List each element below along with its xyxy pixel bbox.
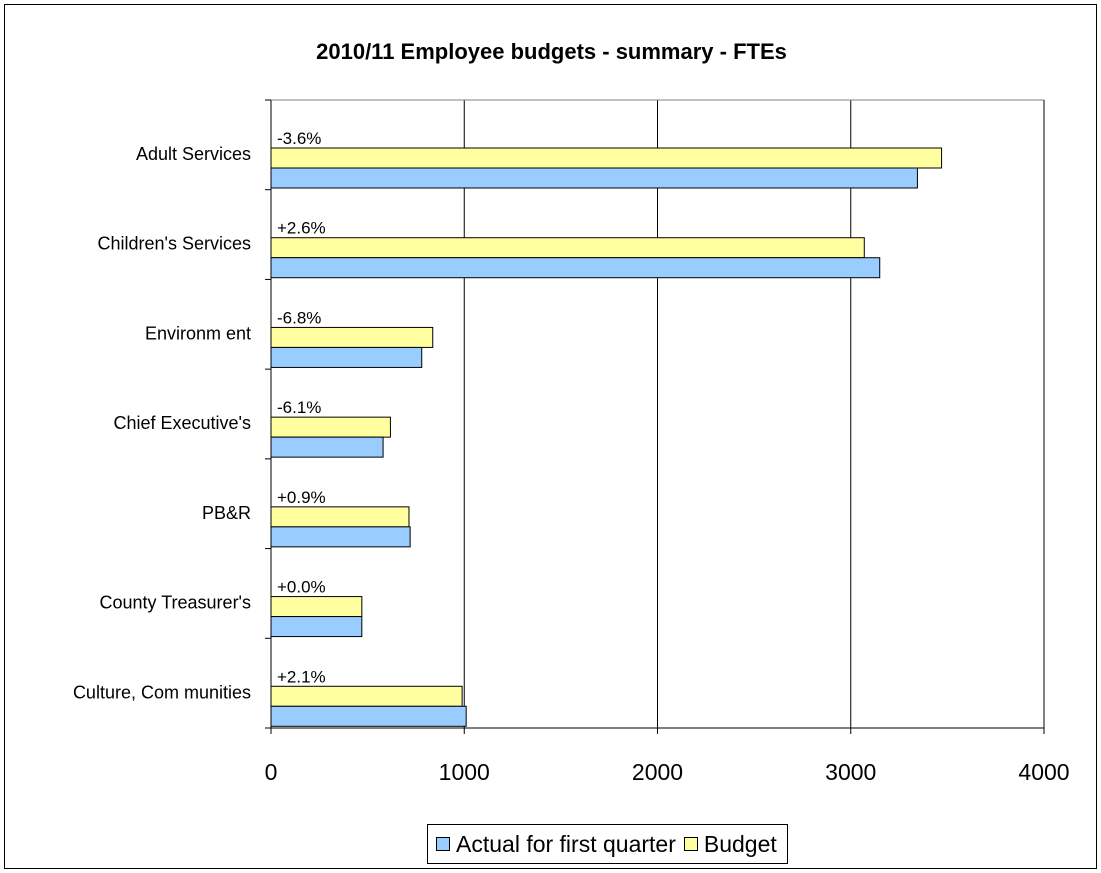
category-label: PB&R: [202, 503, 251, 523]
category-label: County Treasurer's: [100, 593, 252, 613]
bar-actual: [270, 526, 411, 548]
legend-label-budget: Budget: [703, 830, 777, 857]
data-label: +2.6%: [277, 219, 326, 238]
bar-actual: [270, 257, 881, 279]
x-tick-label: 3000: [825, 759, 876, 785]
category-label: Children's Services: [98, 234, 252, 254]
x-tick-label: 4000: [1018, 759, 1069, 785]
chart-title: 2010/11 Employee budgets - summary - FTE…: [316, 39, 787, 64]
bar-actual: [270, 346, 423, 368]
legend: Actual for first quarter Budget: [427, 824, 788, 864]
bar-budget: [270, 237, 865, 259]
category-label: Culture, Com munities: [73, 682, 251, 702]
bar-actual: [270, 436, 384, 458]
data-label: -3.6%: [277, 129, 321, 148]
bar-actual: [270, 705, 467, 727]
category-label: Chief Executive's: [114, 413, 252, 433]
bar-budget: [270, 596, 363, 618]
legend-swatch-actual: [436, 837, 450, 851]
bar-budget: [270, 147, 943, 169]
bar-budget: [270, 685, 463, 707]
data-label: -6.1%: [277, 398, 321, 417]
bar-actual: [270, 167, 918, 189]
legend-item-budget: Budget: [683, 830, 777, 858]
data-label: +0.9%: [277, 488, 326, 507]
data-label: +0.0%: [277, 578, 326, 597]
x-tick-label: 0: [265, 759, 278, 785]
legend-item-actual: Actual for first quarter: [436, 831, 676, 858]
bar-budget: [270, 506, 410, 528]
legend-swatch-budget: [683, 837, 698, 851]
bar-actual: [270, 616, 363, 638]
category-label: Adult Services: [136, 144, 251, 164]
category-label: Environm ent: [145, 323, 251, 343]
data-label: -6.8%: [277, 308, 321, 327]
bar-budget: [270, 326, 434, 348]
chart-area: 2010/11 Employee budgets - summary - FTE…: [4, 4, 1097, 869]
x-tick-label: 2000: [632, 759, 683, 785]
bar-budget: [270, 416, 391, 438]
x-tick-label: 1000: [439, 759, 490, 785]
legend-label-actual: Actual for first quarter: [456, 830, 676, 857]
chart-plot: 0 1000 2000 3000 4000 -3.6% Adult Services +2.6…: [73, 99, 1070, 785]
data-label: +2.1%: [277, 667, 326, 686]
